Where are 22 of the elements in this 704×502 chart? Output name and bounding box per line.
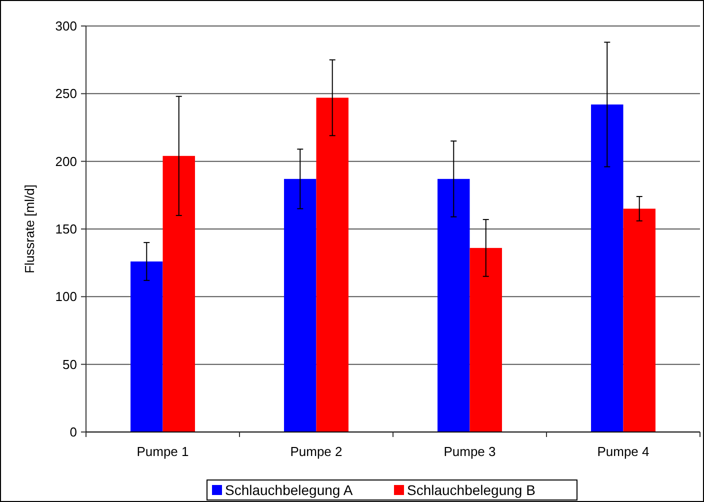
- legend-label: Schlauchbelegung B: [407, 482, 536, 498]
- y-tick-label: 300: [55, 18, 77, 34]
- y-axis-title: Flussrate [ml/d]: [22, 184, 37, 274]
- bar: [284, 178, 316, 432]
- x-tick-label: Pumpe 2: [290, 444, 342, 459]
- x-tick-label: Pumpe 3: [444, 444, 496, 459]
- y-tick-label: 50: [62, 356, 77, 372]
- bar: [162, 156, 195, 432]
- x-tick-label: Pumpe 1: [136, 444, 189, 459]
- y-tick-label: 100: [55, 289, 77, 304]
- y-tick-label: 200: [55, 154, 77, 169]
- bar: [470, 248, 502, 432]
- legend-label: Schlauchbelegung A: [225, 482, 354, 498]
- bar: [438, 178, 470, 432]
- y-tick-label: 250: [55, 86, 77, 102]
- bar: [130, 261, 163, 432]
- y-tick-label: 0: [70, 424, 77, 440]
- x-tick-label: Pumpe 4: [597, 444, 650, 459]
- bar: [316, 98, 348, 432]
- bar: [591, 104, 624, 432]
- y-tick-label: 150: [55, 222, 77, 237]
- bar: [623, 208, 656, 432]
